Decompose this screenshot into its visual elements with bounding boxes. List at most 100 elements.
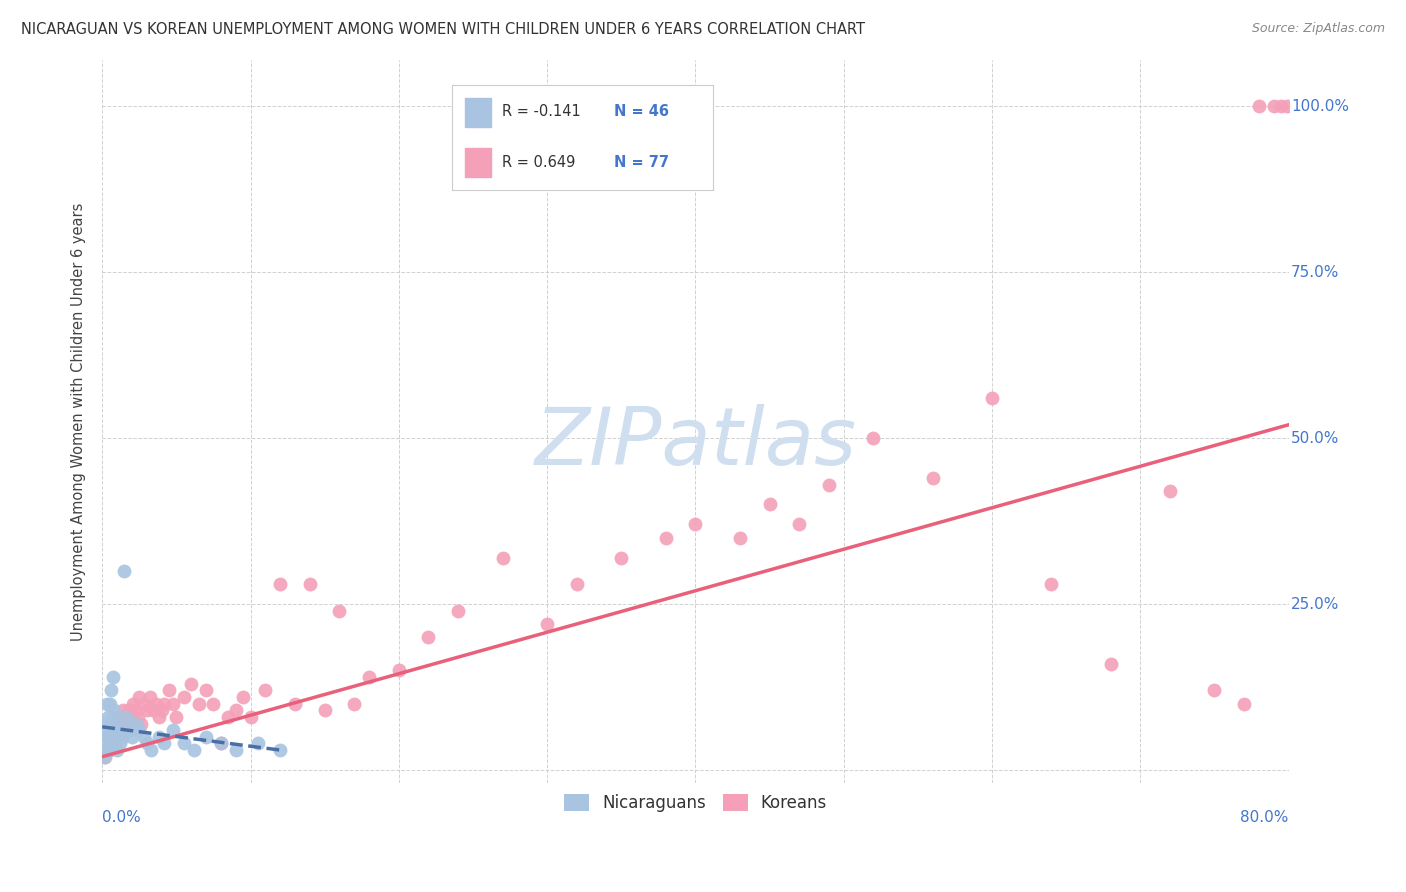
Point xyxy=(728,531,751,545)
Point xyxy=(1159,484,1181,499)
Point xyxy=(145,697,167,711)
Point xyxy=(104,716,127,731)
Point xyxy=(103,730,125,744)
Point xyxy=(135,703,157,717)
Point xyxy=(105,743,128,757)
Point xyxy=(104,716,127,731)
Point xyxy=(153,736,176,750)
Point xyxy=(121,710,143,724)
Point xyxy=(173,690,195,704)
Point xyxy=(187,697,209,711)
Text: 100.0%: 100.0% xyxy=(1291,99,1348,113)
Point xyxy=(1099,657,1122,671)
Point xyxy=(787,517,810,532)
Point xyxy=(157,683,180,698)
Point xyxy=(239,710,262,724)
Point xyxy=(101,710,124,724)
Point xyxy=(269,577,291,591)
Point xyxy=(107,730,129,744)
Point xyxy=(343,697,366,711)
Point xyxy=(359,670,381,684)
Point xyxy=(565,577,588,591)
Point xyxy=(97,743,120,757)
Point xyxy=(1040,577,1063,591)
Text: 50.0%: 50.0% xyxy=(1291,431,1340,445)
Point xyxy=(141,743,163,757)
Point xyxy=(1275,99,1298,113)
Point xyxy=(447,604,470,618)
Point xyxy=(111,730,134,744)
Point xyxy=(108,723,131,738)
Point xyxy=(103,703,125,717)
Point xyxy=(98,743,121,757)
Point xyxy=(153,697,176,711)
Point xyxy=(96,723,118,738)
Point xyxy=(298,577,321,591)
Point xyxy=(758,498,780,512)
Text: ZIPatlas: ZIPatlas xyxy=(534,404,856,483)
Point xyxy=(142,703,165,717)
Point xyxy=(162,697,184,711)
Point xyxy=(97,730,120,744)
Point xyxy=(232,690,254,704)
Point xyxy=(183,743,205,757)
Point xyxy=(217,710,239,724)
Point xyxy=(655,531,678,545)
Point xyxy=(225,703,247,717)
Point xyxy=(128,723,150,738)
Text: 0.0%: 0.0% xyxy=(103,810,141,825)
Point xyxy=(127,710,149,724)
Point xyxy=(129,716,152,731)
Point xyxy=(96,743,118,757)
Point xyxy=(491,550,513,565)
Point xyxy=(1204,683,1226,698)
Point xyxy=(111,703,134,717)
Point xyxy=(180,676,202,690)
Legend: Nicaraguans, Koreans: Nicaraguans, Koreans xyxy=(557,787,834,818)
Y-axis label: Unemployment Among Women with Children Under 6 years: Unemployment Among Women with Children U… xyxy=(72,202,86,640)
Text: 75.0%: 75.0% xyxy=(1291,265,1340,279)
Point xyxy=(115,710,138,724)
Point xyxy=(148,710,170,724)
Point xyxy=(610,550,633,565)
Point xyxy=(138,690,160,704)
Point xyxy=(98,730,121,744)
Point xyxy=(100,736,122,750)
Point xyxy=(118,723,141,738)
Point xyxy=(862,431,884,445)
Point xyxy=(536,616,558,631)
Point xyxy=(209,736,232,750)
Point xyxy=(981,391,1004,405)
Point xyxy=(135,736,157,750)
Point xyxy=(388,664,411,678)
Point xyxy=(132,697,155,711)
Point xyxy=(165,710,187,724)
Point xyxy=(818,477,841,491)
Point xyxy=(150,703,173,717)
Point xyxy=(202,697,225,711)
Text: 25.0%: 25.0% xyxy=(1291,597,1340,612)
Point xyxy=(115,710,138,724)
Point xyxy=(269,743,291,757)
Point xyxy=(103,730,125,744)
Point xyxy=(125,716,148,731)
Point xyxy=(122,697,145,711)
Point xyxy=(314,703,336,717)
Text: 80.0%: 80.0% xyxy=(1240,810,1289,825)
Point xyxy=(100,716,122,731)
Point xyxy=(100,683,122,698)
Point xyxy=(284,697,307,711)
Point xyxy=(105,723,128,738)
Point xyxy=(108,736,131,750)
Point xyxy=(1233,697,1256,711)
Point xyxy=(114,564,136,578)
Point xyxy=(162,723,184,738)
Point xyxy=(101,736,124,750)
Point xyxy=(118,703,141,717)
Point xyxy=(96,697,118,711)
Point xyxy=(128,690,150,704)
Point xyxy=(93,749,115,764)
Point xyxy=(120,716,142,731)
Point xyxy=(94,716,117,731)
Point xyxy=(921,471,943,485)
